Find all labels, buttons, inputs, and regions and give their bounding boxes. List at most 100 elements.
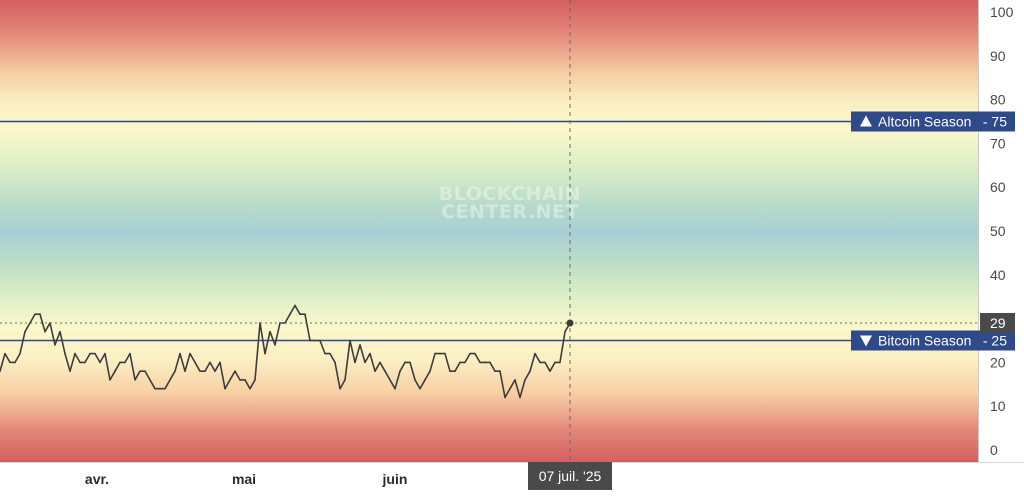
crosshair: 29 07 juil. '25 <box>0 0 1015 490</box>
data-point <box>529 370 531 372</box>
data-point <box>349 339 351 342</box>
y-tick-label: 80 <box>990 92 1006 108</box>
reference-label-text: Altcoin Season <box>878 114 971 130</box>
data-point <box>239 379 241 381</box>
y-tick-label: 60 <box>990 179 1006 195</box>
data-point <box>0 370 1 372</box>
data-point <box>294 304 296 307</box>
data-point <box>319 339 321 342</box>
data-point <box>409 361 411 364</box>
data-point <box>394 387 396 390</box>
data-point <box>539 361 541 364</box>
data-point <box>264 352 266 355</box>
data-point <box>524 379 526 381</box>
data-point <box>249 387 251 390</box>
data-point <box>189 352 191 355</box>
data-point <box>489 361 491 364</box>
data-point <box>499 370 501 372</box>
data-point <box>24 330 26 333</box>
data-point <box>364 361 366 364</box>
data-point <box>69 370 71 372</box>
data-point <box>464 361 466 364</box>
y-tick-label: 20 <box>990 354 1006 370</box>
crosshair-date-label: 07 juil. '25 <box>539 468 602 484</box>
data-point <box>119 361 121 364</box>
data-point <box>379 361 381 364</box>
reference-label: Bitcoin Season - 25 <box>851 330 1015 351</box>
data-point <box>554 361 556 364</box>
data-point <box>114 370 116 372</box>
watermark-line-2: CENTER.NET <box>441 201 579 223</box>
data-point <box>439 352 441 355</box>
data-point <box>564 330 566 333</box>
data-point <box>519 396 521 399</box>
data-point <box>444 352 446 355</box>
data-point <box>244 379 246 381</box>
crosshair-point <box>566 319 574 327</box>
data-point <box>129 352 131 355</box>
data-point <box>374 370 376 372</box>
plot-background <box>0 0 978 463</box>
data-point <box>314 339 316 342</box>
data-point <box>134 379 136 381</box>
y-tick-label: 50 <box>990 223 1006 239</box>
reference-label-text: Bitcoin Season <box>878 333 971 349</box>
data-point <box>194 361 196 364</box>
data-point <box>94 352 96 355</box>
data-point <box>139 370 141 372</box>
x-tick-label: juin <box>382 471 408 487</box>
y-tick-label: 70 <box>990 135 1006 151</box>
reference-label: Altcoin Season - 75 <box>851 111 1015 132</box>
data-point <box>504 396 506 399</box>
data-point <box>159 387 161 390</box>
crosshair-date-box <box>528 462 612 490</box>
crosshair-value-label: 29 <box>990 315 1006 331</box>
y-tick-label: 10 <box>990 398 1006 414</box>
data-point <box>449 370 451 372</box>
data-point <box>44 330 46 333</box>
data-point <box>404 361 406 364</box>
data-point <box>59 330 61 333</box>
data-point <box>19 352 21 355</box>
data-point <box>214 370 216 372</box>
reference-lines: Altcoin Season - 75 Bitcoin Season - 25 <box>0 111 1015 351</box>
data-point <box>224 387 226 390</box>
data-point <box>89 352 91 355</box>
triangle-down-icon <box>860 335 872 347</box>
data-point <box>389 379 391 381</box>
y-tick-label: 0 <box>990 442 998 458</box>
data-point <box>494 370 496 372</box>
data-point <box>469 352 471 355</box>
x-axis-ticks: avr. mai juin <box>85 471 408 487</box>
data-point <box>514 379 516 381</box>
data-point <box>199 370 201 372</box>
data-point <box>479 361 481 364</box>
y-axis-ticks: 0102030405060708090100 <box>990 4 1014 458</box>
reference-label-box <box>851 111 1015 132</box>
data-point <box>434 352 436 355</box>
x-tick-label: avr. <box>85 471 109 487</box>
crosshair-value-box <box>980 312 1015 333</box>
data-point <box>174 370 176 372</box>
data-point <box>549 370 551 372</box>
data-point <box>14 361 16 364</box>
data-point <box>4 352 6 355</box>
data-point <box>354 361 356 364</box>
watermark-line-1: BLOCKCHAIN <box>439 183 581 205</box>
data-point <box>369 352 371 355</box>
data-point <box>254 379 256 381</box>
data-point <box>454 370 456 372</box>
watermark: BLOCKCHAIN CENTER.NET <box>439 183 581 223</box>
data-point <box>274 344 276 346</box>
data-point <box>124 361 126 364</box>
data-point <box>424 379 426 381</box>
data-point <box>54 344 56 346</box>
data-point <box>334 361 336 364</box>
data-point <box>104 352 106 355</box>
data-point <box>144 370 146 372</box>
data-point <box>39 313 41 316</box>
data-point <box>229 379 231 381</box>
y-tick-label: 100 <box>990 4 1014 20</box>
data-point <box>509 387 511 390</box>
